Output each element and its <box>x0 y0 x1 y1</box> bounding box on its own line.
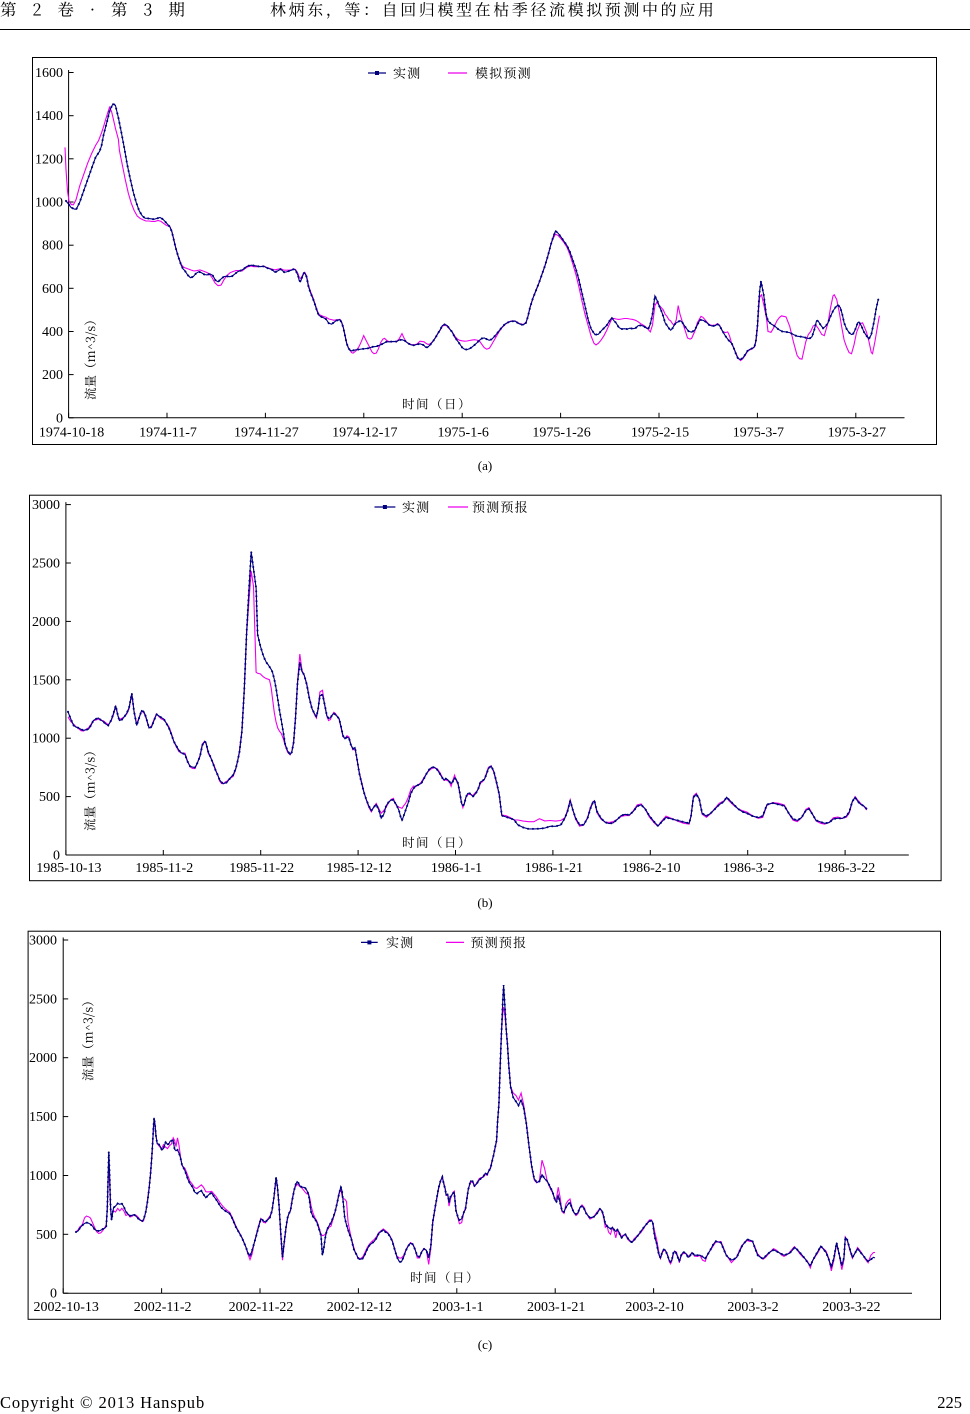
svg-text:1986-3-22: 1986-3-22 <box>817 861 875 876</box>
svg-text:1000: 1000 <box>35 196 63 211</box>
svg-text:0: 0 <box>56 411 63 426</box>
svg-text:0: 0 <box>53 849 60 864</box>
svg-text:500: 500 <box>36 1228 57 1243</box>
svg-text:1500: 1500 <box>29 1110 57 1125</box>
svg-text:1974-11-7: 1974-11-7 <box>139 426 197 441</box>
svg-text:2500: 2500 <box>29 992 57 1007</box>
svg-text:2003-1-1: 2003-1-1 <box>432 1300 483 1315</box>
svg-text:1975-3-27: 1975-3-27 <box>828 426 886 441</box>
svg-text:400: 400 <box>42 325 63 340</box>
svg-text:2003-1-21: 2003-1-21 <box>527 1300 585 1315</box>
svg-text:(a): (a) <box>478 458 492 473</box>
svg-text:(c): (c) <box>478 1337 492 1352</box>
svg-text:1000: 1000 <box>32 732 60 747</box>
svg-text:2000: 2000 <box>32 615 60 630</box>
svg-text:600: 600 <box>42 282 63 297</box>
svg-text:2003-3-22: 2003-3-22 <box>822 1300 880 1315</box>
svg-text:1975-1-6: 1975-1-6 <box>438 426 489 441</box>
svg-text:(b): (b) <box>477 895 492 910</box>
svg-text:2003-3-2: 2003-3-2 <box>727 1300 778 1315</box>
svg-text:3000: 3000 <box>29 934 57 949</box>
svg-text:2003-2-10: 2003-2-10 <box>625 1300 683 1315</box>
svg-text:2500: 2500 <box>32 557 60 572</box>
svg-text:2002-10-13: 2002-10-13 <box>34 1300 99 1315</box>
svg-text:225: 225 <box>937 1393 962 1412</box>
svg-text:1986-2-10: 1986-2-10 <box>622 861 680 876</box>
svg-text:1400: 1400 <box>35 109 63 124</box>
svg-text:2002-11-22: 2002-11-22 <box>229 1300 294 1315</box>
svg-text:2000: 2000 <box>29 1051 57 1066</box>
svg-text:1974-11-27: 1974-11-27 <box>234 426 299 441</box>
svg-text:1974-10-18: 1974-10-18 <box>39 426 104 441</box>
svg-text:2002-11-2: 2002-11-2 <box>134 1300 192 1315</box>
svg-text:1985-12-12: 1985-12-12 <box>326 861 391 876</box>
svg-text:800: 800 <box>42 239 63 254</box>
svg-text:1985-11-22: 1985-11-22 <box>229 861 294 876</box>
svg-text:200: 200 <box>42 368 63 383</box>
svg-text:1000: 1000 <box>29 1169 57 1184</box>
svg-text:1985-10-13: 1985-10-13 <box>36 861 101 876</box>
svg-text:1986-1-1: 1986-1-1 <box>431 861 482 876</box>
svg-text:500: 500 <box>39 790 60 805</box>
svg-text:1985-11-2: 1985-11-2 <box>135 861 193 876</box>
svg-text:1986-1-21: 1986-1-21 <box>525 861 583 876</box>
svg-text:3000: 3000 <box>32 498 60 513</box>
svg-text:0: 0 <box>50 1287 57 1302</box>
svg-text:Copyright © 2013 Hanspub: Copyright © 2013 Hanspub <box>0 1393 205 1412</box>
svg-text:1975-2-15: 1975-2-15 <box>631 426 689 441</box>
svg-text:1975-3-7: 1975-3-7 <box>733 426 784 441</box>
svg-text:1974-12-17: 1974-12-17 <box>332 426 397 441</box>
svg-text:1975-1-26: 1975-1-26 <box>532 426 590 441</box>
svg-text:1500: 1500 <box>32 673 60 688</box>
svg-text:1986-3-2: 1986-3-2 <box>723 861 774 876</box>
svg-text:2002-12-12: 2002-12-12 <box>327 1300 392 1315</box>
svg-text:1200: 1200 <box>35 152 63 167</box>
svg-text:1600: 1600 <box>35 66 63 81</box>
